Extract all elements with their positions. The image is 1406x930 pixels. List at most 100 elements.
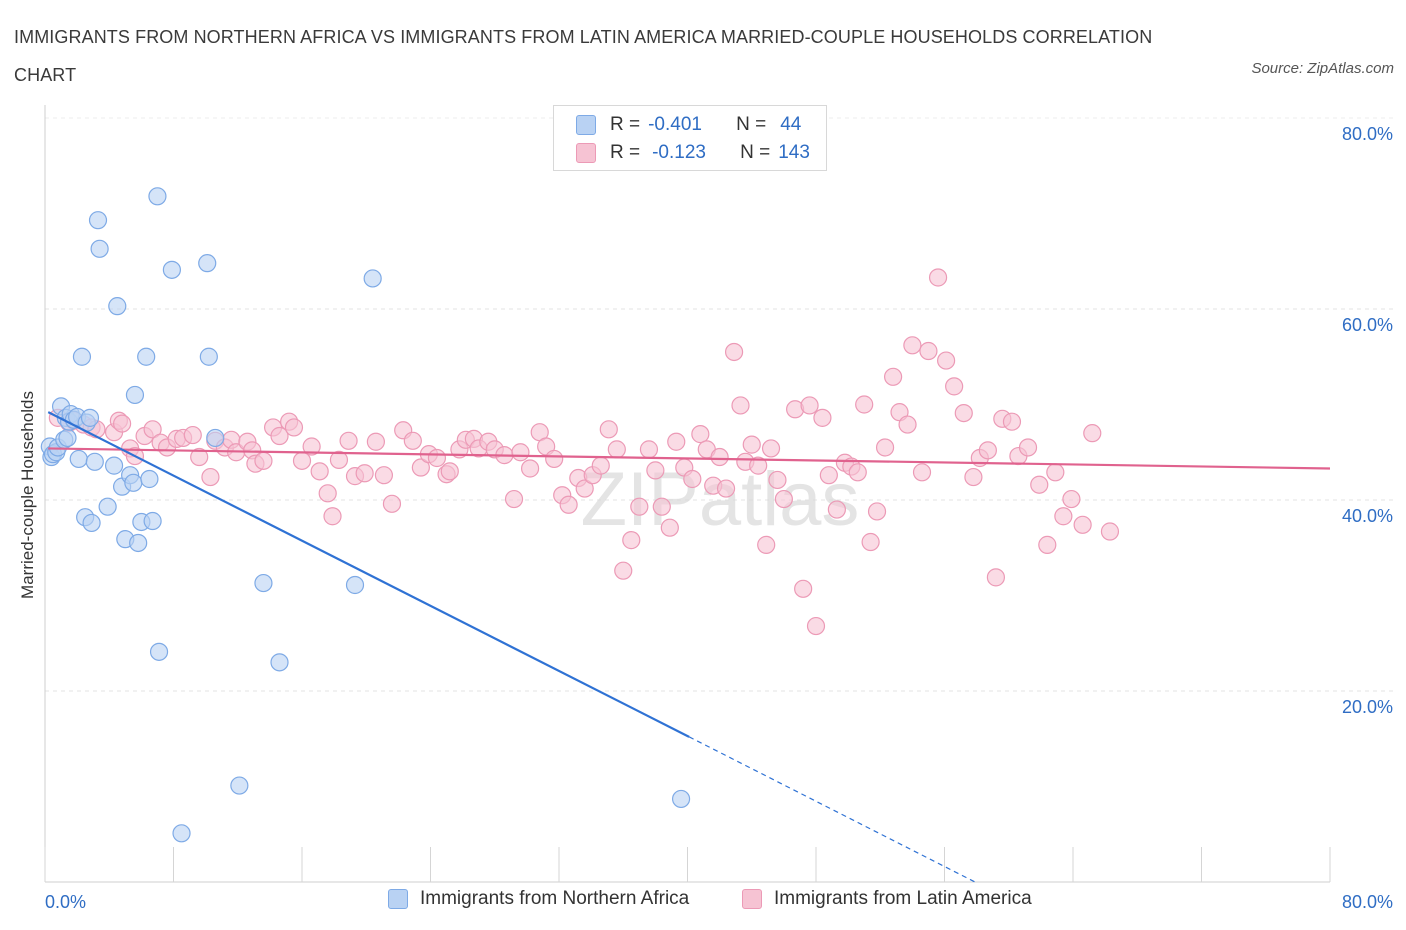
latin-america-point (292, 451, 312, 470)
latin-america-points (48, 268, 1120, 636)
legend: Immigrants from Northern Africa Immigran… (0, 888, 1406, 916)
latin-america-point (861, 532, 880, 552)
northern-africa-point (98, 497, 117, 516)
northern-africa-point (69, 449, 88, 469)
latin-america-point (800, 396, 819, 415)
northern-africa-point (137, 347, 156, 366)
northern-africa-point (88, 211, 108, 230)
y-tick-label: 20.0% (1342, 697, 1393, 717)
latin-america-point (318, 484, 337, 503)
r-label: R = (610, 114, 641, 135)
latin-america-point (559, 495, 578, 514)
northern-africa-point (199, 347, 218, 366)
latin-america-point (794, 579, 813, 598)
latin-america-trend-line (48, 447, 1331, 470)
northern-africa-point (140, 469, 159, 489)
latin-america-point (768, 470, 787, 490)
latin-america-point (366, 432, 385, 451)
latin-america-point (545, 449, 564, 469)
legend-item-northern-africa[interactable]: Immigrants from Northern Africa (388, 888, 689, 910)
latin-america-point (329, 450, 349, 469)
latin-america-point (667, 432, 686, 451)
latin-america-point (945, 377, 964, 396)
northern-africa-point (85, 452, 104, 471)
latin-america-point (710, 447, 729, 467)
source-label: Source: ZipAtlas.com (1251, 60, 1394, 77)
r-value: -0.401 (648, 114, 702, 135)
northern-africa-swatch (576, 115, 596, 135)
latin-america-point (440, 462, 459, 481)
latin-america-point (806, 616, 826, 636)
latin-america-point (112, 414, 132, 433)
latin-america-point (774, 489, 793, 509)
n-value: 44 (780, 114, 802, 135)
latin-america-point (190, 447, 209, 467)
grid-lines (45, 117, 1395, 692)
latin-america-swatch (576, 143, 596, 163)
latin-america-point (660, 518, 679, 537)
northern-africa-point (162, 260, 181, 279)
northern-africa-point (72, 347, 92, 366)
northern-africa-point (363, 269, 382, 288)
northern-africa-point (254, 573, 273, 593)
latin-america-point (986, 568, 1006, 587)
latin-america-point (511, 443, 530, 462)
northern-africa-point (230, 776, 249, 795)
x-tick-label: 80.0% (1342, 892, 1393, 912)
legend-item-latin-america[interactable]: Immigrants from Latin America (742, 888, 1032, 910)
northern-africa-point (148, 187, 167, 206)
latin-america-point (1100, 522, 1120, 541)
latin-america-point (622, 531, 641, 550)
northern-africa-point (671, 789, 691, 809)
latin-america-point (630, 497, 649, 516)
latin-america-point (964, 467, 983, 487)
latin-america-point (1038, 535, 1057, 554)
latin-america-point (875, 438, 895, 457)
northern-africa-point (125, 385, 145, 405)
latin-america-point (411, 458, 430, 477)
latin-america-point (855, 395, 874, 414)
y-tick-label: 40.0% (1342, 506, 1393, 526)
latin-america-point (183, 425, 202, 445)
latin-america-point (819, 466, 838, 485)
latin-america-point (848, 463, 867, 482)
latin-america-point (742, 435, 761, 454)
legend-label: Immigrants from Latin America (774, 888, 1032, 909)
latin-america-point (1046, 463, 1065, 482)
northern-africa-point (90, 239, 109, 258)
latin-america-point (978, 441, 997, 460)
latin-america-point (883, 367, 903, 386)
legend-label: Immigrants from Northern Africa (420, 888, 690, 909)
latin-america-point (937, 351, 956, 370)
latin-america-point (867, 502, 887, 521)
latin-america-point (339, 431, 358, 450)
tick-labels: 80.0% 60.0% 40.0% 20.0% 0.0% 80.0% (45, 124, 1393, 912)
latin-america-point (827, 500, 846, 519)
latin-america-point (652, 497, 671, 516)
stats-row-latin-america: R = -0.123 N = 143 (576, 138, 810, 168)
latin-america-point (1083, 424, 1102, 443)
latin-america-point (591, 456, 610, 475)
latin-america-point (575, 479, 594, 498)
latin-america-point (691, 425, 710, 444)
latin-america-point (1054, 507, 1073, 526)
latin-america-point (599, 420, 618, 439)
latin-america-swatch (742, 889, 762, 909)
latin-america-point (1030, 475, 1049, 494)
latin-america-point (1002, 412, 1022, 431)
latin-america-point (898, 415, 917, 434)
latin-america-point (761, 439, 781, 458)
r-value: -0.123 (652, 142, 706, 163)
y-tick-label: 80.0% (1342, 124, 1393, 144)
latin-america-point (504, 489, 524, 509)
latin-america-point (614, 561, 633, 580)
northern-africa-point (82, 513, 101, 533)
northern-africa-point (104, 456, 124, 475)
latin-america-point (310, 462, 329, 481)
latin-america-point (813, 408, 832, 427)
latin-america-point (903, 336, 922, 355)
x-tick-label: 0.0% (45, 892, 86, 912)
watermark: ZIPatlas (581, 457, 860, 542)
latin-america-point (355, 464, 374, 483)
